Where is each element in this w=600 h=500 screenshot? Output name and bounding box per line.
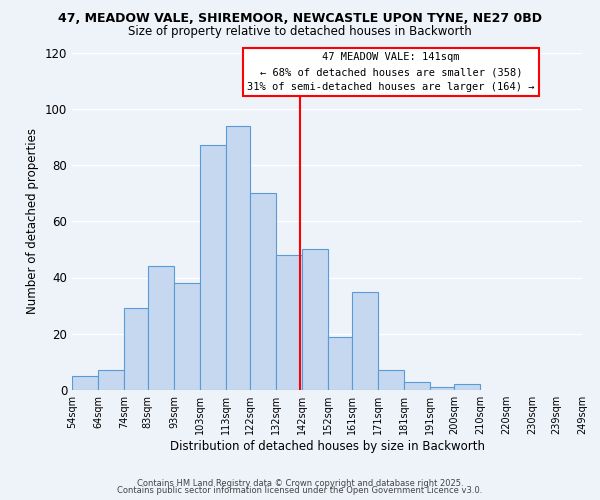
Bar xyxy=(148,266,174,390)
Bar xyxy=(250,193,276,390)
Bar xyxy=(200,146,226,390)
Text: Size of property relative to detached houses in Backworth: Size of property relative to detached ho… xyxy=(128,25,472,38)
Text: Contains public sector information licensed under the Open Government Licence v3: Contains public sector information licen… xyxy=(118,486,482,495)
Bar xyxy=(124,308,148,390)
Text: 47, MEADOW VALE, SHIREMOOR, NEWCASTLE UPON TYNE, NE27 0BD: 47, MEADOW VALE, SHIREMOOR, NEWCASTLE UP… xyxy=(58,12,542,26)
Bar xyxy=(352,292,378,390)
X-axis label: Distribution of detached houses by size in Backworth: Distribution of detached houses by size … xyxy=(170,440,485,453)
Bar xyxy=(302,250,328,390)
Bar xyxy=(378,370,404,390)
Text: 47 MEADOW VALE: 141sqm
← 68% of detached houses are smaller (358)
31% of semi-de: 47 MEADOW VALE: 141sqm ← 68% of detached… xyxy=(247,52,535,92)
Bar xyxy=(430,387,454,390)
Bar xyxy=(404,382,430,390)
Y-axis label: Number of detached properties: Number of detached properties xyxy=(26,128,39,314)
Bar xyxy=(174,283,200,390)
Text: Contains HM Land Registry data © Crown copyright and database right 2025.: Contains HM Land Registry data © Crown c… xyxy=(137,478,463,488)
Bar xyxy=(328,336,352,390)
Bar xyxy=(72,376,98,390)
Bar xyxy=(454,384,480,390)
Bar xyxy=(98,370,124,390)
Bar xyxy=(226,126,250,390)
Bar xyxy=(276,255,302,390)
